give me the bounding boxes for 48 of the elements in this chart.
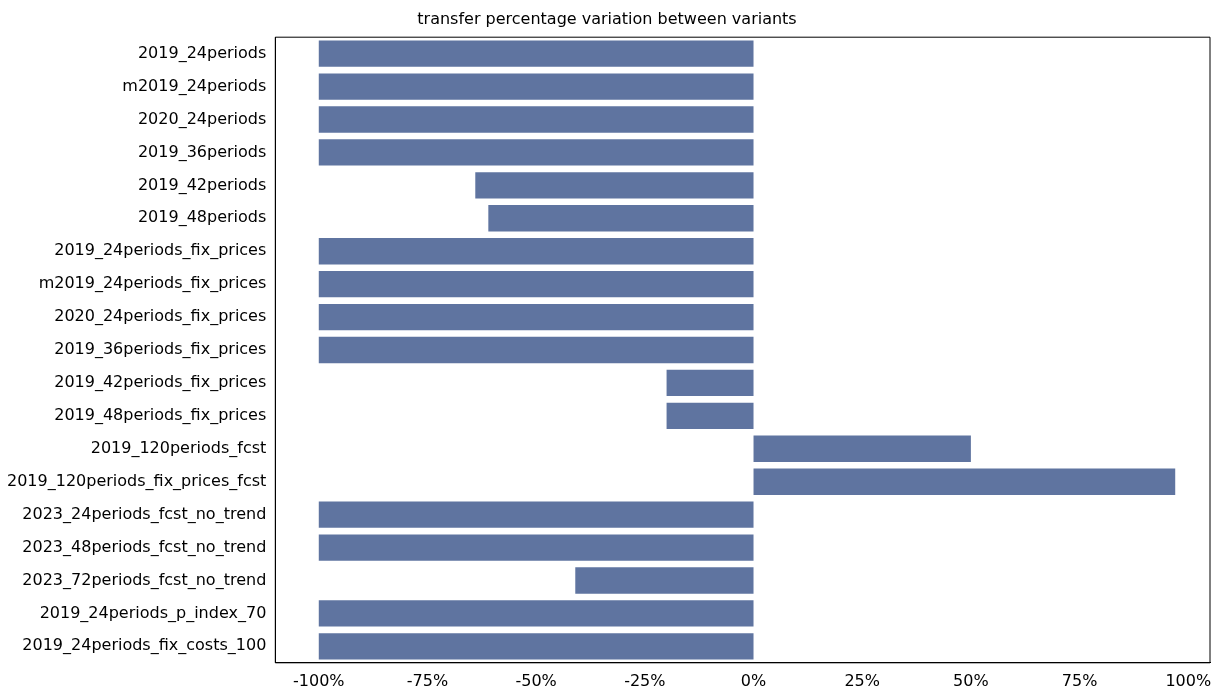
y-tick-label: 2019_24periods_fix_costs_100	[22, 635, 267, 656]
y-tick-label: 2019_48periods	[137, 207, 267, 228]
bar	[318, 106, 754, 133]
y-tick-label: 2023_24periods_fcst_no_trend	[22, 503, 267, 524]
y-tick-label: 2020_24periods	[137, 108, 267, 129]
bar	[318, 633, 754, 660]
bar	[318, 336, 754, 364]
x-tick-label: -25%	[624, 670, 666, 690]
chart-title: transfer percentage variation between variants	[417, 8, 797, 28]
x-tick-label: 75%	[1061, 670, 1098, 690]
x-tick-label: 100%	[1165, 670, 1212, 690]
x-tick-label: -50%	[515, 670, 557, 690]
x-tick-label: -100%	[293, 670, 345, 690]
x-tick-label: 50%	[953, 670, 989, 690]
bar	[753, 468, 1176, 495]
bar	[318, 270, 754, 298]
y-tick-label: 2023_48periods_fcst_no_trend	[22, 536, 267, 557]
bar	[318, 600, 754, 627]
y-tick-label: 2023_72periods_fcst_no_trend	[22, 569, 267, 590]
bar	[318, 73, 754, 100]
bar	[753, 435, 971, 462]
y-tick-label: 2019_36periods_fix_prices	[54, 339, 267, 360]
bar	[318, 534, 754, 561]
bar	[475, 172, 754, 199]
bar	[318, 501, 754, 528]
y-tick-label: m2019_24periods	[122, 75, 267, 96]
bar	[488, 205, 754, 232]
x-tick-label: 25%	[844, 670, 880, 690]
bar	[318, 238, 754, 265]
y-tick-label: 2019_48periods_fix_prices	[54, 405, 267, 426]
bar	[318, 139, 754, 166]
y-tick-label: 2019_42periods	[137, 174, 267, 195]
bar	[666, 402, 754, 430]
y-tick-label: 2019_24periods_fix_prices	[54, 240, 267, 261]
y-tick-label: 2020_24periods_fix_prices	[54, 306, 267, 327]
x-tick-label: 0%	[740, 670, 767, 690]
bar	[318, 303, 754, 331]
bar	[575, 567, 754, 594]
y-tick-label: 2019_24periods	[137, 42, 267, 63]
x-tick-label: -75%	[406, 670, 449, 690]
bar	[666, 369, 754, 397]
y-tick-label: 2019_24periods_p_index_70	[39, 602, 267, 623]
y-tick-label: 2019_36periods	[137, 141, 267, 162]
y-tick-label: 2019_120periods_fix_prices_fcst	[6, 470, 267, 491]
y-tick-label: 2019_42periods_fix_prices	[54, 372, 267, 393]
y-tick-label: m2019_24periods_fix_prices	[38, 273, 267, 294]
y-tick-label: 2019_120periods_fcst	[90, 437, 267, 458]
bar	[318, 40, 754, 67]
